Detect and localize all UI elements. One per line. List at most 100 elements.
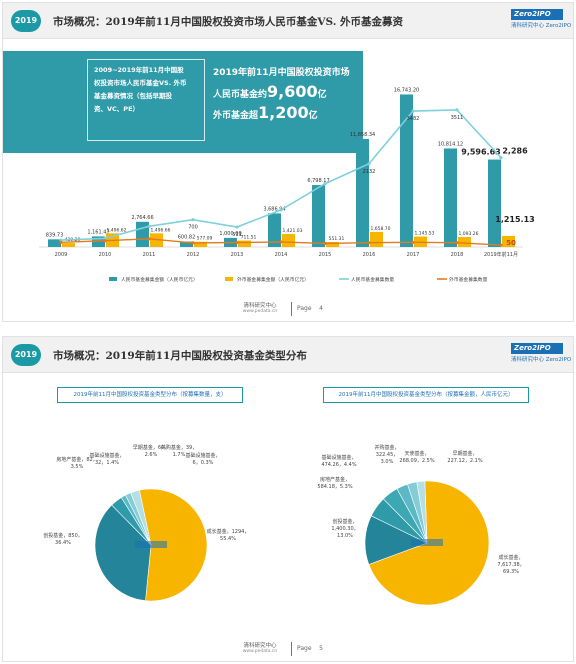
usd-amount-bar: [282, 234, 295, 247]
slide-header: 2019 市场概况：2019年前11月中国股权投资基金类型分布 Zero2IPO…: [3, 337, 573, 373]
rmb-amount-label: 2,764.66: [131, 215, 153, 221]
pie-slice-label: 房地产基金，82，: [56, 456, 97, 463]
headline-usd-value: 1,200: [258, 103, 309, 122]
logo-brand: Zero2IPO: [511, 343, 563, 354]
pie-slice-label: 268.09，2.5%: [399, 458, 434, 464]
usd-count-point: [147, 237, 151, 241]
pie-slice-label: 2.6%: [145, 452, 158, 458]
rmb-count-label: 511: [232, 232, 242, 238]
rmb-amount-bar: [400, 94, 413, 248]
pie-slice-label: 3.0%: [381, 459, 394, 465]
rmb-count-point: [235, 225, 239, 229]
rmb-count-point: [59, 238, 63, 242]
usd-count-point: [279, 240, 283, 244]
usd-amount-label: 711.51: [241, 235, 257, 241]
banner-line: 资、VC、PE）: [94, 105, 140, 113]
rmb-count-label: 3482: [407, 116, 420, 122]
footer-url: www.pedata.cn: [242, 649, 278, 654]
slide-1: 2019 市场概况：2019年前11月中国股权投资市场人民币基金VS. 外币基金…: [2, 2, 574, 322]
usd-amount-bar: [194, 241, 207, 247]
fund-type-pie-charts: 成长基金，1294，55.4%创投基金，850，36.4%房地产基金，82，3.…: [43, 444, 525, 606]
pie-slice-label: 成长基金，: [498, 554, 523, 561]
legend-label: 人民币基金募集数量: [351, 276, 394, 283]
pie-slice: [94, 504, 152, 602]
footer-page-number: 4: [319, 305, 323, 312]
pie-slice-label: 基础设施基金，: [321, 454, 356, 461]
footer-org: 清科研究中心: [243, 303, 277, 309]
x-tick-label: 2014: [275, 252, 288, 258]
usd-amount-bar: [62, 243, 75, 247]
footer-divider: [291, 302, 292, 316]
pie-slice-label: 基础设施基金，: [89, 452, 124, 459]
pie-slice-label: 322.45，: [376, 452, 399, 458]
rmb-amount-bar: [48, 239, 61, 247]
banner-box: 2009~2019年前11月中国股 权投资市场人民币基金VS. 外币 基金募资情…: [87, 59, 205, 141]
pie-slice-label: 早期基金，: [452, 450, 477, 457]
x-tick-label: 2015: [319, 252, 332, 258]
legend-swatch: [225, 277, 233, 281]
year-badge: 2019: [11, 10, 41, 32]
rmb-count-label: 3511: [451, 115, 464, 121]
pie-slice-label: 36.4%: [55, 540, 71, 546]
page-title: 市场概况：2019年前11月中国股权投资市场人民币基金VS. 外币基金募资: [53, 16, 404, 28]
banner-line: 2009~2019年前11月中国股: [94, 66, 184, 74]
pie-amount-title: 2019年前11月中国股权投资基金类型分布（按募集金额，人民币亿元）: [323, 387, 529, 403]
pie-slice-label: 成长基金，1294，: [207, 528, 250, 535]
logo-cn: 清科研究中心 Zero2IPO Research: [511, 357, 573, 363]
usd-count-point: [191, 241, 195, 245]
usd-count-label-highlight: 50: [506, 239, 516, 247]
pie-slice-label: 584.18，5.3%: [317, 484, 352, 490]
rmb-amount-label-highlight: 9,596.63: [461, 148, 500, 157]
x-tick-label: 2017: [407, 252, 420, 258]
rmb-amount-bar: [136, 221, 149, 247]
pie-slice-label: 并购基金，39，: [161, 444, 197, 451]
slide-footer: 清科研究中心 www.pedata.cn Page 5: [3, 639, 573, 661]
usd-count-point: [367, 241, 371, 245]
headline-line-1: 2019年前11月中国股权投资市场: [213, 68, 350, 78]
slide-2: 2019 市场概况：2019年前11月中国股权投资基金类型分布 Zero2IPO…: [2, 336, 574, 662]
rmb-amount-label: 600.82: [178, 235, 196, 241]
rmb-amount-label: 1,000.00: [219, 231, 241, 237]
rmb-amount-bar: [356, 138, 369, 247]
banner-line: 权投资市场人民币基金VS. 外币: [94, 79, 187, 87]
usd-count-point: [235, 240, 239, 245]
usd-count-point: [323, 241, 327, 246]
rmb-amount-label: 10,814.12: [438, 141, 463, 147]
rmb-count-point: [499, 156, 503, 160]
rmb-amount-bar: [92, 236, 105, 247]
pie-count-title: 2019年前11月中国股权投资基金类型分布（按募集数量，支）: [57, 387, 243, 403]
usd-amount-label-highlight: 1,215.13: [495, 215, 534, 224]
pie-slice-label: 13.0%: [337, 533, 353, 539]
pie-slice: [130, 489, 152, 546]
usd-amount-bar: [370, 231, 383, 247]
rmb-count-point: [411, 109, 415, 113]
x-tick-label: 2009: [55, 252, 68, 258]
rmb-amount-label: 11,858.34: [350, 132, 375, 138]
zero2ipo-logo: Zero2IPO 清科研究中心 Zero2IPO Research: [511, 343, 573, 367]
pie-slice-label: 6，0.3%: [193, 460, 214, 466]
pie-slice-label: 并购基金，: [374, 444, 399, 451]
legend-label: 人民币基金募集金额（人民币亿元）: [121, 276, 198, 283]
summary-banner: [3, 51, 363, 153]
headline-rmb-pre: 人民币基金约: [213, 90, 268, 100]
footer-divider: [291, 642, 292, 656]
rmb-amount-bar: [312, 185, 325, 247]
footer-page: Page 4: [297, 305, 323, 312]
fund-raising-combo-chart: 2009839.73429.2920101,161.471,496.622011…: [39, 87, 535, 283]
pie-slice: [416, 480, 428, 544]
rmb-count-point: [367, 162, 371, 166]
headline-rmb-unit: 亿: [317, 90, 327, 100]
usd-count-point: [499, 243, 503, 247]
zero2ipo-logo: Zero2IPO 清科研究中心 Zero2IPO Research: [511, 9, 573, 33]
rmb-count-label-highlight: 2,286: [502, 147, 528, 156]
x-tick-label: 2013: [231, 252, 244, 258]
slide-footer: 清科研究中心 www.pedata.cn Page 4: [3, 299, 573, 321]
logo-brand: Zero2IPO: [511, 9, 563, 20]
pie-slice-label: 基础设施基金，: [185, 452, 220, 459]
x-tick-label: 2011: [143, 252, 156, 258]
usd-amount-label: 1,093.26: [458, 231, 478, 237]
rmb-amount-label: 16,743.20: [394, 87, 419, 93]
rmb-amount-bar: [180, 241, 193, 247]
rmb-amount-bar: [444, 148, 457, 247]
pie-slice-label: 早期基金，60，: [133, 444, 169, 451]
